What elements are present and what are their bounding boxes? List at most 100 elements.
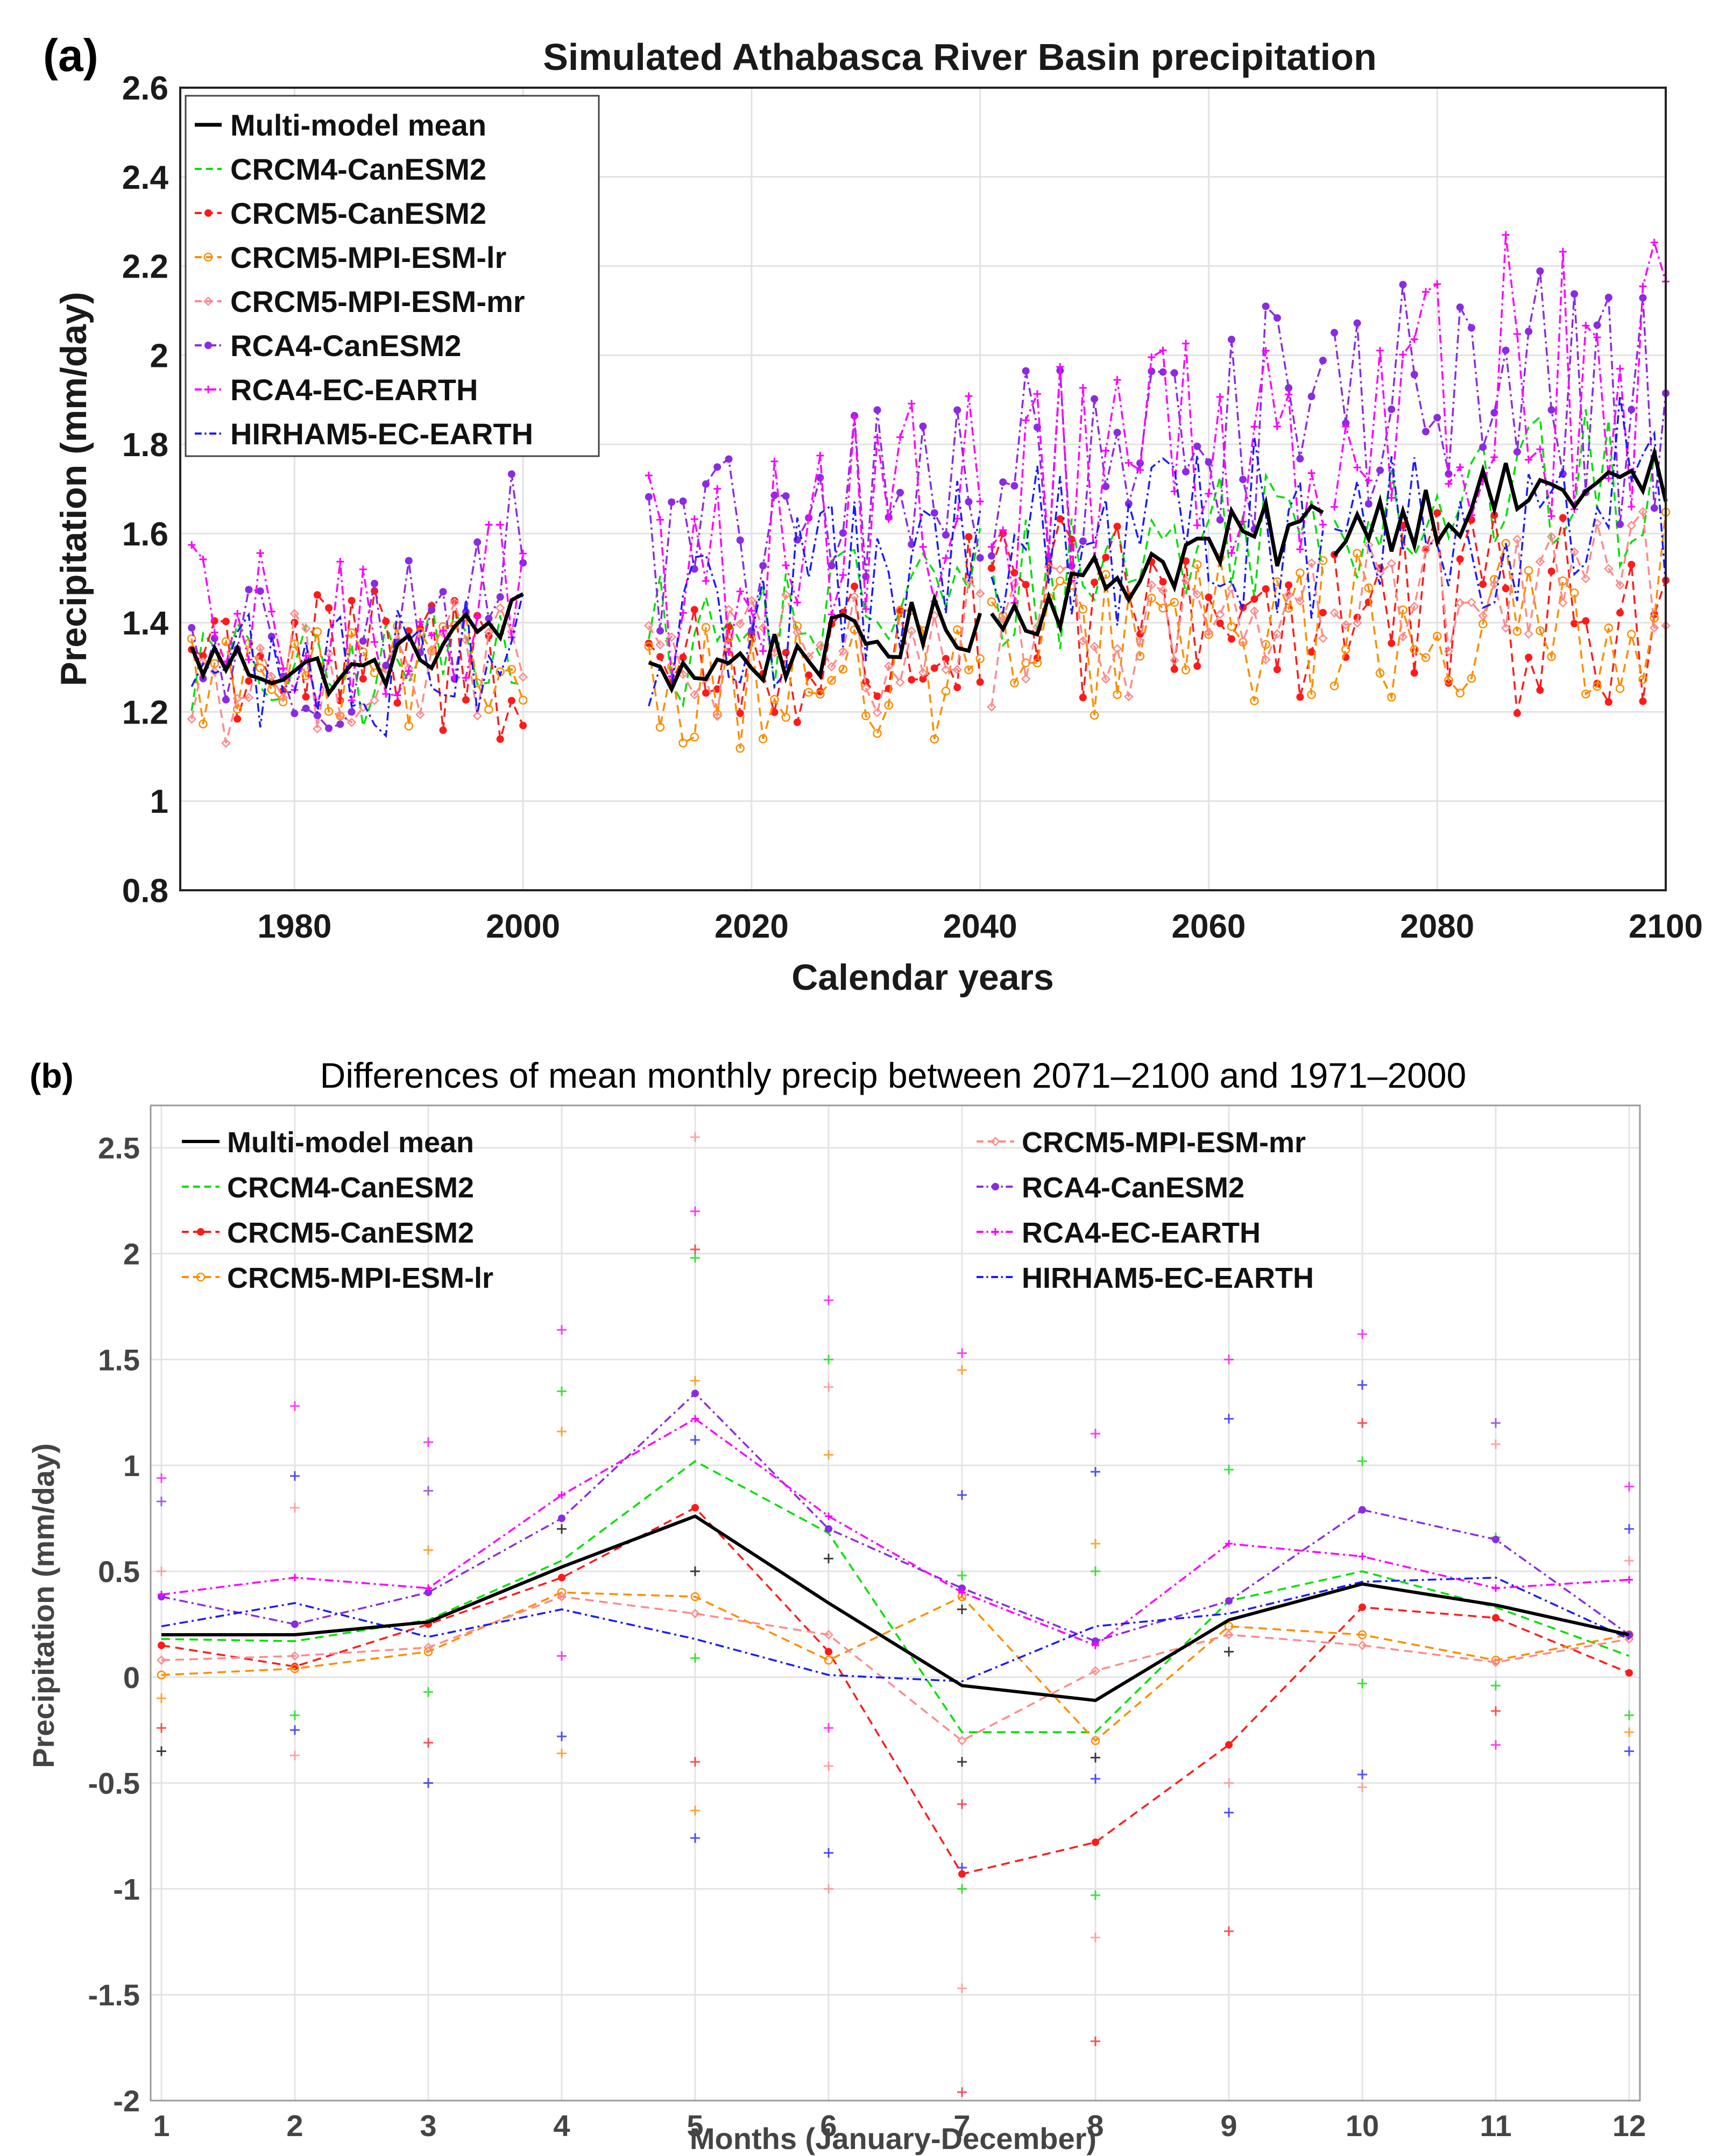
panel-a-point bbox=[245, 656, 253, 664]
panel-a-point bbox=[758, 734, 768, 743]
panel-a-point bbox=[1445, 470, 1453, 478]
panel-a-point bbox=[1147, 593, 1156, 603]
panel-b-scatter-plus bbox=[1357, 1418, 1367, 1428]
panel-a-point bbox=[1375, 669, 1385, 678]
panel-a-point bbox=[1078, 605, 1088, 614]
panel-a-point bbox=[1227, 336, 1235, 344]
panel-b-x-tick-label: 7 bbox=[953, 2109, 970, 2143]
panel-a-point bbox=[735, 743, 745, 753]
panel-b-point bbox=[157, 1655, 166, 1665]
panel-a-point bbox=[1547, 406, 1555, 414]
panel-a-point bbox=[210, 628, 218, 636]
panel-b-scatter-plus bbox=[423, 1437, 433, 1447]
panel-a-point bbox=[1238, 636, 1248, 646]
panel-a-point bbox=[427, 645, 437, 655]
panel-a-point bbox=[1158, 604, 1168, 613]
panel-a-y-tick-label: 2.4 bbox=[122, 159, 169, 196]
panel-a-point bbox=[644, 642, 654, 651]
panel-b-scatter-plus bbox=[1224, 1465, 1234, 1475]
panel-a-point bbox=[907, 626, 917, 636]
panel-b-x-tick-label: 11 bbox=[1480, 2109, 1511, 2143]
panel-a-series-line bbox=[189, 592, 524, 698]
panel-a-series-line bbox=[648, 592, 982, 694]
panel-b-point bbox=[690, 1608, 700, 1619]
panel-b-series bbox=[157, 1389, 1634, 1878]
panel-a-point bbox=[232, 704, 242, 714]
panel-a-point bbox=[1490, 453, 1498, 462]
panel-a-point bbox=[1273, 665, 1281, 673]
panel-a-point bbox=[930, 664, 938, 672]
panel-a-point bbox=[1467, 673, 1476, 683]
panel-a-point bbox=[1341, 620, 1351, 630]
panel-a-point bbox=[313, 591, 321, 599]
panel-b-scatter-plus bbox=[1224, 1926, 1234, 1937]
panel-a-point bbox=[679, 653, 687, 661]
panel-a-point bbox=[382, 661, 390, 669]
panel-a-point bbox=[1078, 636, 1088, 646]
panel-a-x-tick-label: 2100 bbox=[1629, 908, 1703, 945]
panel-b-point bbox=[1625, 1576, 1633, 1584]
panel-a-point bbox=[838, 664, 848, 674]
panel-a-point bbox=[861, 711, 871, 720]
panel-a-point bbox=[222, 696, 230, 704]
panel-a-point bbox=[1388, 639, 1396, 647]
panel-a-point bbox=[805, 671, 813, 679]
panel-b-scatter-plus bbox=[690, 1244, 700, 1254]
panel-a-point bbox=[770, 708, 779, 717]
panel-a-point bbox=[1022, 580, 1030, 588]
panel-a-point bbox=[1250, 423, 1258, 431]
panel-a-point bbox=[359, 675, 367, 683]
panel-a-point bbox=[712, 710, 722, 719]
panel-b-point bbox=[290, 1664, 300, 1673]
panel-a-point bbox=[1148, 367, 1156, 375]
panel-a-point bbox=[758, 623, 768, 633]
panel-a-point bbox=[1329, 681, 1339, 691]
panel-a-point bbox=[645, 493, 653, 501]
panel-b-legend-label: CRCM5-MPI-ESM-mr bbox=[1022, 1126, 1306, 1159]
panel-a-point bbox=[393, 699, 401, 707]
panel-a-series-line bbox=[648, 609, 981, 749]
panel-b-scatter-plus bbox=[1357, 1769, 1367, 1779]
panel-a-point bbox=[712, 711, 722, 721]
panel-a-point bbox=[1249, 606, 1260, 616]
panel-a-point bbox=[1262, 302, 1270, 310]
panel-a-point bbox=[1124, 692, 1134, 701]
panel-b-point bbox=[1092, 1838, 1099, 1846]
panel-a-point bbox=[644, 621, 654, 630]
panel-b-scatter-plus bbox=[1624, 1710, 1634, 1720]
panel-a-point bbox=[256, 587, 264, 595]
panel-a-plot-frame bbox=[179, 87, 1667, 891]
panel-b-x-tick-label: 10 bbox=[1346, 2109, 1379, 2143]
panel-a-point bbox=[942, 554, 950, 562]
panel-a-series-line bbox=[190, 523, 524, 706]
panel-a-point bbox=[1216, 393, 1224, 401]
panel-a-point bbox=[1169, 655, 1179, 665]
panel-a-point bbox=[999, 526, 1007, 534]
panel-a-point bbox=[461, 635, 471, 645]
panel-a-x-tick-label: 2000 bbox=[486, 908, 560, 945]
panel-a-point bbox=[1615, 684, 1625, 693]
panel-b-point bbox=[1359, 1603, 1366, 1611]
panel-a-point bbox=[1113, 522, 1121, 530]
panel-a-point bbox=[815, 640, 825, 650]
panel-a-point bbox=[1147, 580, 1157, 590]
panel-b-scatter-plus bbox=[290, 1502, 300, 1513]
panel-a-point bbox=[1444, 676, 1453, 685]
panel-a-point bbox=[1410, 371, 1418, 379]
panel-a-point bbox=[839, 529, 847, 537]
panel-a-series-7 bbox=[190, 395, 1667, 738]
panel-a-point bbox=[1444, 647, 1454, 656]
panel-a-point bbox=[918, 668, 928, 678]
panel-a-point bbox=[896, 488, 904, 497]
panel-a-point bbox=[473, 538, 482, 546]
panel-a-point bbox=[701, 623, 711, 632]
panel-a-point bbox=[759, 647, 767, 655]
panel-a-point bbox=[805, 514, 813, 522]
panel-a-point bbox=[895, 677, 905, 687]
panel-a-legend-marker bbox=[204, 342, 212, 349]
panel-a-point bbox=[1398, 632, 1408, 642]
panel-b-series-line bbox=[161, 1514, 1630, 1703]
panel-a-point bbox=[1410, 645, 1419, 654]
panel-b-series-0 bbox=[161, 1514, 1630, 1703]
panel-a-point bbox=[1181, 665, 1191, 675]
